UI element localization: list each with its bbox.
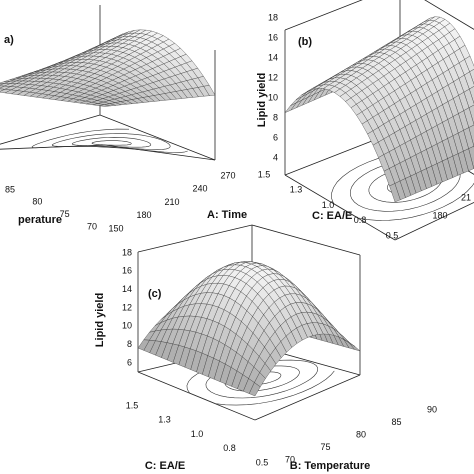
box-edge	[104, 144, 216, 161]
tick-label: 8	[127, 339, 132, 349]
tick-label: 4	[273, 152, 278, 162]
tick-label: 80	[356, 429, 366, 439]
box-edge	[0, 114, 101, 145]
box-edge	[254, 374, 361, 421]
box-edge	[99, 114, 216, 161]
tick-label: 8	[273, 112, 278, 122]
axis-title: Lipid yield	[256, 73, 268, 127]
tick-label: 16	[268, 32, 278, 42]
tick-label: 12	[122, 302, 132, 312]
tick-label: 0.5	[256, 457, 269, 467]
tick-label: 1.5	[126, 400, 139, 410]
axis-title: C: EA/E	[145, 460, 185, 472]
contour	[51, 133, 171, 150]
surface-cell	[0, 88, 6, 92]
tick-label: 180	[432, 210, 447, 220]
tick-label: 85	[391, 417, 401, 427]
tick-label: 18	[268, 12, 278, 22]
surface-cell	[248, 382, 261, 397]
tick-label: 14	[122, 284, 132, 294]
tick-label: 75	[60, 209, 70, 219]
tick-label: 1.0	[191, 429, 204, 439]
tick-label: 1.3	[290, 185, 303, 195]
tick-label: 150	[108, 223, 123, 233]
tick-label: 0.8	[223, 443, 236, 453]
tick-label: 180	[136, 210, 151, 220]
tick-label: 70	[87, 221, 97, 231]
tick-label: 6	[127, 357, 132, 367]
panel-graphic	[0, 5, 216, 161]
box-edge	[137, 224, 253, 253]
tick-label: 1.3	[158, 415, 171, 425]
surface-cell	[389, 183, 401, 203]
tick-label: 1.5	[258, 169, 271, 179]
contour	[331, 149, 474, 221]
box-edge	[284, 0, 363, 31]
box-edge	[251, 224, 361, 256]
box-edge	[394, 201, 474, 241]
surface-cell	[203, 85, 216, 96]
panel-label: a)	[4, 34, 14, 46]
panel-label: (b)	[298, 36, 312, 48]
tick-label: 18	[122, 247, 132, 257]
tick-label: 21	[461, 192, 471, 202]
panel-graphic	[284, 0, 474, 241]
tick-label: 75	[320, 442, 330, 452]
tick-label: 85	[5, 184, 15, 194]
contour	[71, 136, 152, 148]
axis-title: B: Temperature	[290, 460, 370, 472]
tick-label: 240	[192, 184, 207, 194]
tick-label: 210	[164, 197, 179, 207]
panel-label: (c)	[148, 288, 162, 300]
tick-label: 1.0	[322, 200, 335, 210]
tick-label: 70	[285, 454, 295, 464]
tick-label: 80	[32, 197, 42, 207]
tick-label: 14	[268, 52, 278, 62]
surface-cell	[0, 85, 5, 89]
panel-graphic	[137, 224, 361, 421]
box-edge	[424, 0, 474, 30]
contour	[31, 128, 188, 153]
tick-label: 90	[427, 404, 437, 414]
axis-title: C: EA/E	[312, 210, 352, 222]
tick-label: 0.5	[386, 230, 399, 240]
tick-label: 270	[220, 170, 235, 180]
tick-label: 0.8	[354, 215, 367, 225]
axis-title: perature	[18, 214, 62, 226]
tick-label: 12	[268, 72, 278, 82]
axis-title: A: Time	[207, 209, 247, 221]
contour	[91, 140, 132, 146]
tick-label: 10	[268, 92, 278, 102]
axis-title: Lipid yield	[94, 293, 106, 347]
tick-label: 10	[122, 321, 132, 331]
tick-label: 6	[273, 132, 278, 142]
tick-label: 16	[122, 266, 132, 276]
